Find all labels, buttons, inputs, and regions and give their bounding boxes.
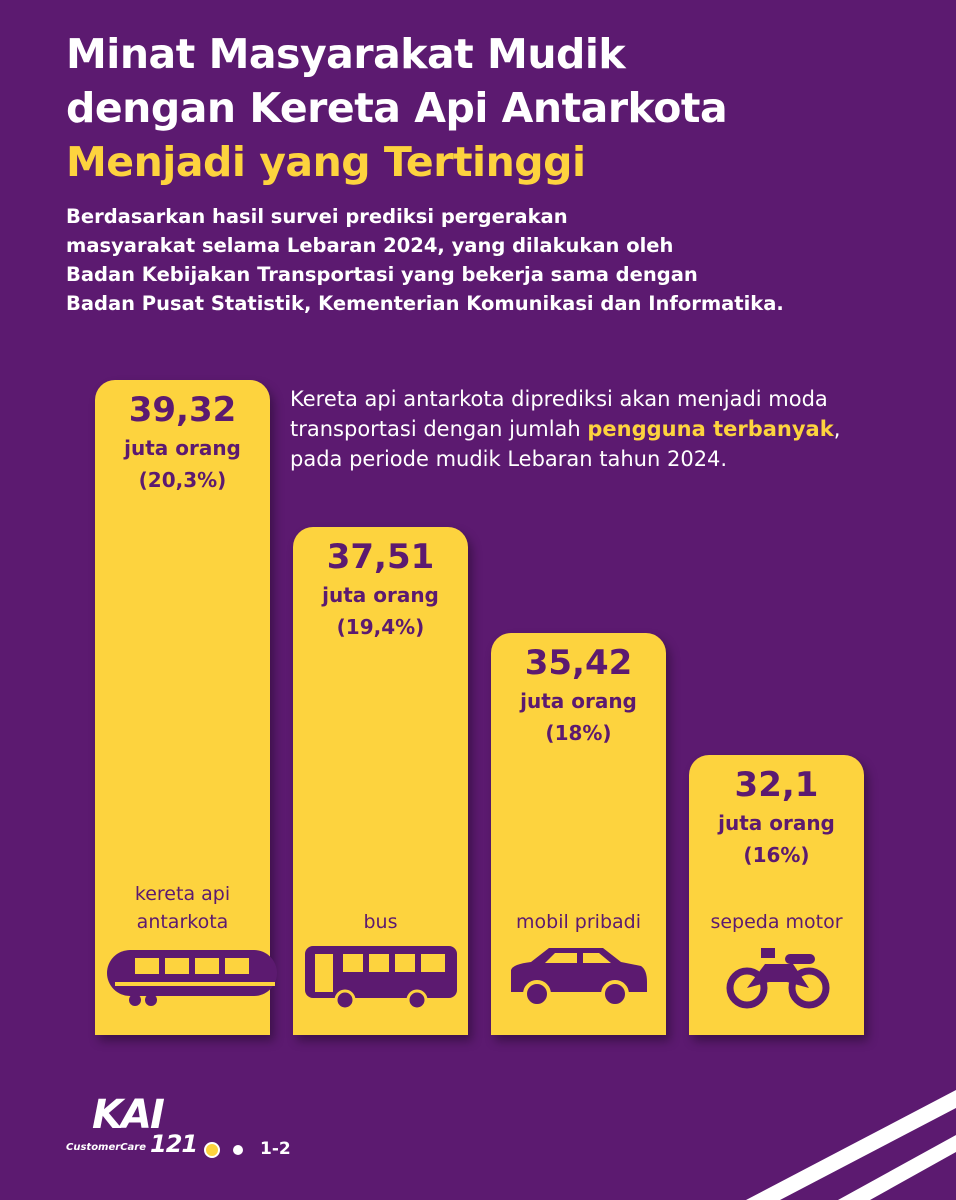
icon-part (785, 954, 815, 964)
icon-part (788, 967, 830, 1009)
icon-part (601, 980, 629, 1008)
callout: Kereta api antarkota diprediksi akan men… (290, 384, 890, 474)
icon-part (165, 958, 189, 974)
icon-part (406, 989, 428, 1011)
bar-share: (16%) (743, 843, 810, 867)
stripe (746, 1090, 956, 1200)
description-line: Badan Pusat Statistik, Kementerian Komun… (66, 292, 784, 315)
stripe (838, 1135, 956, 1200)
bar: 39,32 juta orang (20,3%) kereta api antarkot… (95, 380, 277, 1035)
logo-sub: CustomerCare (66, 1142, 146, 1153)
bar-label: antarkota (136, 911, 229, 933)
bar: 35,42 juta orang (18%) mobil pribadi (491, 633, 666, 1035)
icon-part (115, 982, 275, 986)
bar-value: 37,51 (326, 537, 435, 577)
icon-part (145, 994, 157, 1006)
icon-part (334, 989, 356, 1011)
icon-part (369, 954, 389, 972)
callout-text: , pada periode mudik Lebaran tahun 2024. (290, 417, 841, 471)
bar-value: 39,32 (128, 390, 237, 430)
bar-value: 35,42 (524, 643, 633, 683)
bar: 32,1 juta orang (16%) sepeda motor (689, 755, 864, 1035)
icon-part (129, 994, 141, 1006)
callout-highlight: pengguna terbanyak (587, 417, 834, 441)
vehicle-icon (107, 950, 277, 1006)
dot (233, 1145, 243, 1155)
logo: KAI CustomerCare 121 (66, 1092, 198, 1172)
icon-part (195, 958, 219, 974)
vehicle-icon (511, 948, 647, 1008)
icon-part (395, 954, 415, 972)
bar-value: 32,1 (734, 765, 819, 805)
bar-unit: juta orang (124, 436, 241, 460)
icon-part (726, 967, 768, 1009)
page-indicator: 1-2 (260, 1139, 291, 1159)
icon-part (315, 954, 333, 992)
bar-unit: juta orang (718, 811, 835, 835)
description-line: Badan Kebijakan Transportasi yang bekerj… (66, 263, 698, 286)
bar-unit: juta orang (322, 583, 439, 607)
bar-label: mobil pribadi (516, 911, 641, 933)
icon-part (523, 980, 551, 1008)
icon-part (761, 948, 775, 958)
bar-share: (20,3%) (138, 468, 227, 492)
dot-active (204, 1142, 220, 1158)
description-line: Berdasarkan hasil survei prediksi perger… (66, 205, 568, 228)
page-dots (204, 1142, 243, 1158)
description-line: masyarakat selama Lebaran 2024, yang dil… (66, 234, 674, 257)
icon-part (583, 953, 611, 963)
bar: 37,51 juta orang (19,4%) bus (293, 527, 468, 1035)
bar-unit: juta orang (520, 689, 637, 713)
icon-part (747, 964, 809, 988)
icon-part (225, 958, 249, 974)
logo-number: 121 (150, 1130, 198, 1158)
icon-part (545, 953, 577, 963)
vehicle-icon (305, 946, 457, 1011)
icon-part (421, 954, 445, 972)
title-line: dengan Kereta Api Antarkota (66, 84, 728, 132)
icon-part (135, 958, 159, 974)
icon-part (107, 950, 277, 996)
bar-share: (18%) (545, 721, 612, 745)
title-highlight: Menjadi yang Tertinggi (66, 138, 586, 186)
bar-label: kereta api (134, 883, 231, 905)
title-line: Minat Masyarakat Mudik (66, 30, 626, 78)
icon-part (343, 954, 363, 972)
vehicle-icon (726, 948, 830, 1009)
logo-text: KAI (92, 1092, 165, 1138)
bar-label: bus (363, 911, 398, 933)
bar-label: sepeda motor (710, 911, 843, 933)
callout-text: Kereta api antarkota diprediksi akan men… (290, 387, 828, 441)
bar-share: (19,4%) (336, 615, 425, 639)
